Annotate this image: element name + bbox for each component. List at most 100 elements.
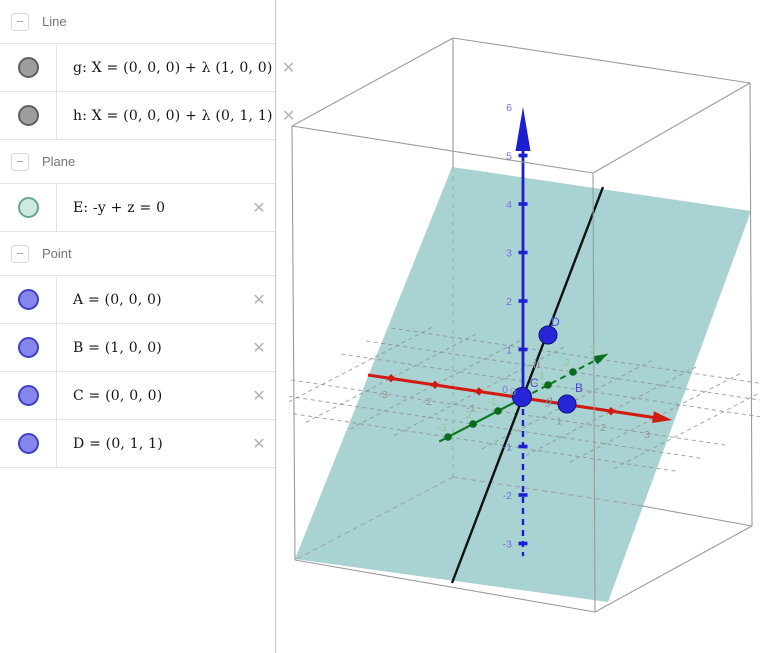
y-axis-tick-dot — [444, 433, 452, 441]
algebra-item-C[interactable]: C = (0, 0, 0) ✕ — [0, 372, 275, 420]
y-axis-tick-dot — [544, 381, 552, 389]
swatch-cell — [0, 324, 57, 371]
collapse-line-button[interactable]: − — [11, 12, 29, 31]
z-axis-tick — [518, 299, 528, 303]
z-axis-tick — [518, 202, 528, 206]
box-edge — [594, 525, 753, 613]
collapse-plane-button[interactable]: − — [11, 152, 29, 171]
x-tick-label: -3 — [378, 389, 387, 401]
box-edge — [592, 82, 751, 174]
label-h: h — [533, 357, 541, 371]
box-edge — [452, 37, 751, 84]
z-tick-label: 6 — [506, 102, 512, 114]
grid-line — [391, 327, 760, 384]
definition-A: A = (0, 0, 0) — [73, 291, 162, 308]
label-C: C — [530, 376, 539, 390]
definition-g: g: X = (0, 0, 0) + λ (1, 0, 0) — [73, 59, 273, 76]
grid-line — [289, 412, 677, 472]
algebra-panel: − Line g: X = (0, 0, 0) + λ (1, 0, 0) ✕ … — [0, 0, 295, 653]
algebra-item-E[interactable]: E: -y + z = 0 ✕ — [0, 184, 275, 232]
delete-g-icon[interactable]: ✕ — [281, 59, 296, 77]
x-axis-tick — [606, 407, 616, 416]
section-label-point: Point — [42, 246, 72, 261]
grid-line — [289, 395, 702, 459]
y-axis-tick-dot — [594, 355, 602, 363]
delete-B-icon[interactable]: ✕ — [252, 339, 266, 357]
grid-line — [341, 353, 760, 418]
box-edge — [636, 504, 753, 527]
y-tick-label: 1 — [539, 370, 545, 382]
y-axis-tick-dot — [469, 420, 477, 428]
line-h[interactable] — [450, 186, 605, 584]
visibility-toggle-B[interactable] — [17, 337, 39, 358]
box-edge — [592, 172, 596, 613]
grid-line — [305, 333, 477, 423]
point-D[interactable] — [538, 325, 558, 345]
y-axis-hidden — [522, 357, 601, 399]
z-axis-tick — [518, 541, 528, 546]
delete-h-icon[interactable]: ✕ — [281, 107, 296, 125]
grid-line — [525, 366, 697, 456]
label-B: B — [575, 381, 583, 395]
box-edge — [291, 37, 454, 127]
swatch-cell — [0, 184, 57, 231]
grid-line — [613, 392, 760, 470]
grid-line — [291, 379, 727, 446]
visibility-toggle-D[interactable] — [17, 433, 39, 454]
algebra-item-g[interactable]: g: X = (0, 0, 0) + λ (1, 0, 0) ✕ — [0, 44, 295, 92]
label-0: 0 — [510, 386, 516, 398]
section-label-line: Line — [42, 14, 67, 29]
z-tick-label: 1 — [506, 345, 512, 357]
swatch-cell — [0, 44, 57, 91]
y-axis-tick-dot — [569, 368, 577, 376]
definition-E: E: -y + z = 0 — [73, 199, 166, 216]
z-axis-tick — [518, 347, 528, 352]
z-tick-label: 4 — [506, 199, 512, 211]
label-g: g — [545, 393, 553, 407]
swatch-cell — [0, 276, 57, 323]
z-axis-arrow — [515, 107, 531, 151]
definition-B: B = (1, 0, 0) — [73, 339, 162, 356]
swatch-cell — [0, 420, 57, 467]
point-A-C[interactable] — [512, 387, 532, 407]
box-hidden-edge — [294, 476, 454, 561]
algebra-item-h[interactable]: h: X = (0, 0, 0) + λ (0, 1, 1) ✕ — [0, 92, 295, 140]
section-header-line: − Line — [0, 0, 275, 44]
x-tick-label: -1 — [466, 402, 475, 414]
grid-line — [366, 340, 760, 401]
y-axis-tick-dot — [494, 407, 502, 415]
collapse-point-button[interactable]: − — [11, 244, 29, 263]
x-tick-label: 1 — [556, 416, 562, 428]
z-tick-label: 5 — [506, 151, 512, 163]
definition-h: h: X = (0, 0, 0) + λ (0, 1, 1) — [73, 107, 273, 124]
algebra-item-A[interactable]: A = (0, 0, 0) ✕ — [0, 276, 275, 324]
x-axis-arrow — [652, 411, 672, 423]
delete-E-icon[interactable]: ✕ — [252, 199, 266, 217]
box-edge — [749, 82, 753, 527]
swatch-cell — [0, 372, 57, 419]
algebra-item-B[interactable]: B = (1, 0, 0) ✕ — [0, 324, 275, 372]
z-tick-label: 2 — [506, 296, 512, 308]
point-B[interactable] — [557, 394, 577, 414]
y-axis — [438, 397, 524, 443]
definition-D: D = (0, 1, 1) — [73, 435, 163, 452]
y-tick-label: 2 — [564, 357, 570, 369]
visibility-toggle-E[interactable] — [17, 197, 39, 218]
visibility-toggle-A[interactable] — [17, 289, 39, 310]
delete-C-icon[interactable]: ✕ — [252, 387, 266, 405]
delete-D-icon[interactable]: ✕ — [252, 435, 266, 453]
x-axis-line-g[interactable] — [367, 373, 655, 419]
z-tick-label: -1 — [503, 442, 512, 454]
visibility-toggle-h[interactable] — [17, 105, 39, 126]
grid-line — [569, 373, 741, 463]
z-tick-label: 3 — [506, 248, 512, 260]
algebra-item-D[interactable]: D = (0, 1, 1) ✕ — [0, 420, 275, 468]
delete-A-icon[interactable]: ✕ — [252, 291, 266, 309]
z-axis-tick — [518, 493, 528, 497]
section-header-plane: − Plane — [0, 140, 275, 184]
visibility-toggle-C[interactable] — [17, 385, 39, 406]
visibility-toggle-g[interactable] — [17, 57, 39, 78]
z-axis-tick — [518, 444, 528, 449]
label-0: 0 — [502, 384, 508, 396]
